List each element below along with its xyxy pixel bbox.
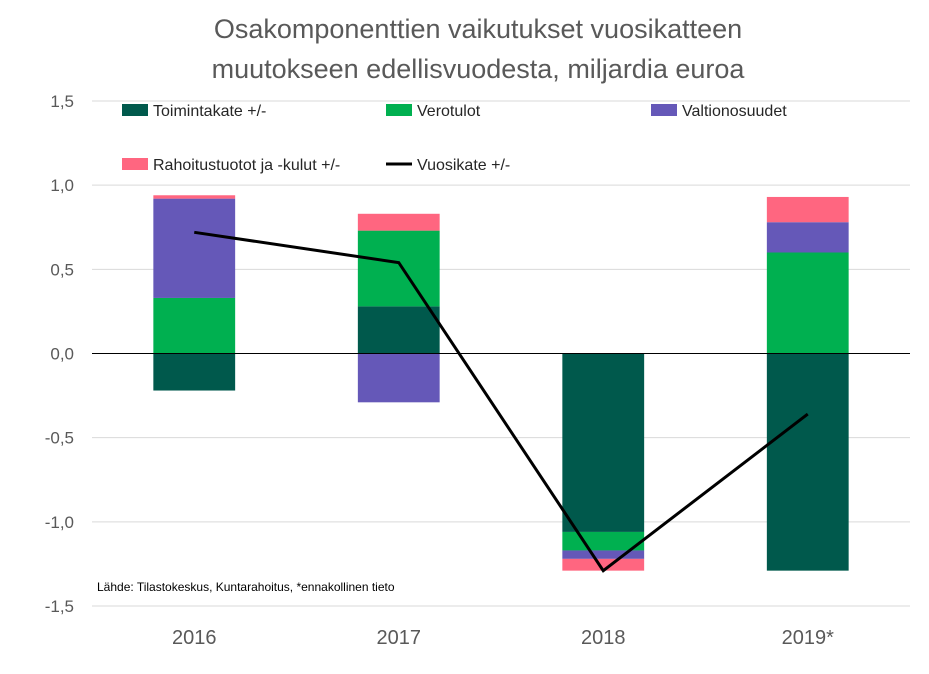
y-tick-label: 1,0: [50, 176, 74, 195]
y-tick-label: 0,0: [50, 345, 74, 364]
bar-segment: [766, 222, 849, 253]
legend-label: Valtionosuudet: [682, 103, 787, 120]
bar-segment: [153, 195, 236, 199]
legend-label: Vuosikate +/-: [417, 157, 510, 174]
bar-segment: [562, 353, 645, 532]
legend-label: Verotulot: [417, 103, 481, 120]
bar-segment: [562, 531, 645, 551]
bar-segment: [357, 230, 440, 307]
legend-swatch: [122, 104, 148, 116]
vuosikate-line: [194, 230, 809, 573]
line-series: [194, 230, 809, 573]
x-tick-label: 2016: [172, 627, 217, 649]
bar-segment: [766, 196, 849, 223]
legend-swatch: [386, 104, 412, 116]
bar-segment: [766, 252, 849, 354]
legend: Toimintakate +/- Verotulot Valtionosuudet R…: [122, 103, 787, 174]
bar-segment: [153, 353, 236, 391]
bar-segment: [357, 306, 440, 354]
y-tick-label: 0,5: [50, 260, 74, 279]
y-tick-label: 1,5: [50, 92, 74, 111]
legend-label: Toimintakate +/-: [153, 103, 266, 120]
x-tick-label: 2019*: [782, 627, 834, 649]
bar-segment: [562, 558, 645, 571]
chart-title-line-1: Osakomponenttien vaikutukset vuosikattee…: [214, 14, 742, 44]
y-tick-label: -1,5: [45, 597, 74, 616]
x-axis-ticks: 2016 2017 2018 2019*: [172, 627, 834, 649]
chart-title-line-2: muutokseen edellisvuodesta, miljardia eu…: [212, 54, 746, 84]
bar-segment: [153, 297, 236, 354]
legend-label: Rahoitustuotot ja -kulut +/-: [153, 157, 340, 174]
x-tick-label: 2018: [581, 627, 626, 649]
bar-segment: [153, 198, 236, 298]
legend-swatch: [122, 158, 148, 170]
y-axis-ticks: 1,5 1,0 0,5 0,0 -0,5 -1,0 -1,5: [45, 92, 74, 616]
y-tick-label: -1,0: [45, 513, 74, 532]
x-tick-label: 2017: [377, 627, 422, 649]
bar-segment: [562, 550, 645, 559]
bar-segment: [357, 213, 440, 231]
bar-segment: [766, 353, 849, 571]
bar-segment: [357, 353, 440, 403]
bars: [153, 195, 849, 571]
source-note: Lähde: Tilastokeskus, Kuntarahoitus, *en…: [97, 580, 395, 594]
legend-swatch: [651, 104, 677, 116]
y-tick-label: -0,5: [45, 429, 74, 448]
